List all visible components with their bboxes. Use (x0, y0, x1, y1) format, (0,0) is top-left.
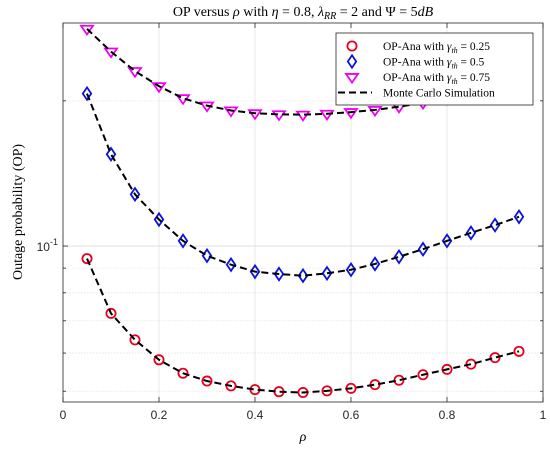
diamond-marker (177, 233, 189, 249)
triangle-down-marker (343, 108, 359, 120)
diamond-marker (441, 233, 453, 249)
legend-label: OP-Ana with γth = 0.5 (383, 57, 485, 71)
legend-label: OP-Ana with γth = 0.75 (383, 72, 490, 86)
circle-marker (441, 363, 453, 375)
triangle-down-marker (319, 109, 335, 121)
circle-marker (321, 385, 333, 397)
legend: OP-Ana with γth = 0.25 OP-Ana with γth = … (335, 32, 534, 106)
y-tick-label: 10-1 (37, 237, 58, 254)
diamond-marker (321, 265, 333, 282)
x-tick-label: 0.4 (247, 408, 264, 422)
diamond-marker (393, 248, 405, 265)
x-tick-label: 1 (540, 408, 547, 422)
diamond-marker (346, 53, 358, 70)
circle-marker (513, 345, 525, 357)
x-axis-label: ρ (299, 430, 307, 445)
diamond-marker (369, 256, 381, 272)
monte-carlo-line (86, 93, 520, 277)
triangle-down-marker (295, 110, 311, 122)
diamond-marker (129, 186, 141, 203)
series-diamond (81, 85, 525, 284)
diamond-marker (513, 208, 525, 225)
circle-marker (489, 352, 501, 364)
triangle-down-marker (271, 110, 287, 122)
triangle-down-marker (344, 73, 360, 85)
axes-box (62, 22, 544, 403)
diamond-marker (417, 241, 429, 258)
circle-marker (346, 40, 358, 52)
x-tick-label: 0.2 (151, 408, 168, 422)
circle-marker (153, 354, 165, 366)
diamond-marker (225, 256, 237, 273)
circle-marker (81, 253, 93, 265)
circle-marker (177, 367, 189, 379)
circle-marker (201, 375, 213, 387)
triangle-down-marker (247, 109, 263, 121)
chart-title: OP versus ρ with η = 0.8, λRR = 2 and Ψ … (173, 5, 434, 22)
legend-label: OP-Ana with γth = 0.25 (383, 41, 490, 55)
triangle-down-marker (79, 24, 95, 37)
x-tick-label: 0.6 (343, 408, 360, 422)
diamond-marker (297, 267, 309, 284)
diamond-marker (81, 85, 93, 102)
circle-marker (417, 369, 429, 381)
circle-marker (105, 307, 117, 319)
legend-label: Monte Carlo Simulation (383, 88, 495, 100)
x-tick-label: 0 (60, 408, 67, 422)
diamond-marker (249, 263, 261, 280)
y-axis-label: Outage probability (OP) (11, 144, 26, 280)
diamond-marker (273, 266, 285, 282)
x-tick-label: 0.8 (439, 408, 456, 422)
triangle-down-marker (151, 82, 167, 94)
diamond-marker (105, 146, 117, 163)
axis-ticks: 0 0.2 0.4 0.6 0.8 1 10-1 (37, 23, 547, 422)
legend-box (335, 32, 534, 106)
diamond-marker (489, 217, 501, 233)
circle-marker (129, 334, 141, 346)
diamond-marker (345, 261, 357, 278)
monte-carlo-line (86, 258, 520, 394)
diamond-marker (465, 225, 477, 241)
